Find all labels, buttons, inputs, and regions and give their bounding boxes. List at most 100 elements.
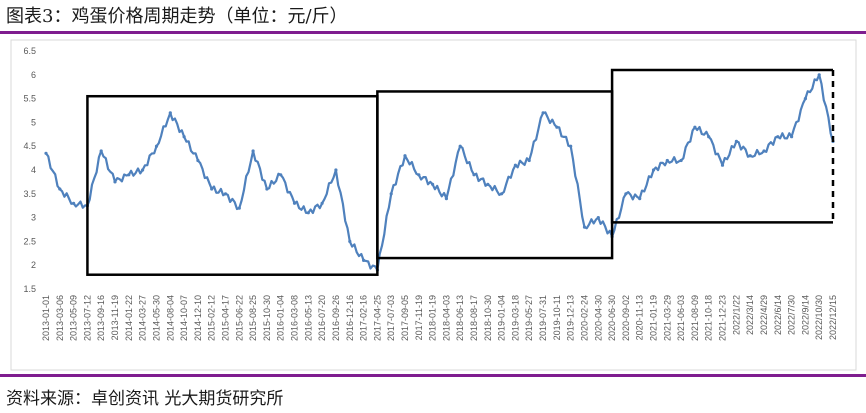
x-tick-label: 2020-06-30	[607, 295, 617, 341]
data-point	[182, 135, 186, 139]
x-tick-label: 2014-08-04	[165, 295, 175, 341]
x-tick-label: 2013-11-19	[110, 295, 120, 340]
data-point	[596, 216, 600, 220]
data-point	[141, 168, 145, 172]
x-tick-label: 2016-09-26	[331, 295, 341, 341]
x-tick-label: 2022/9/14	[800, 295, 810, 335]
x-tick-label: 2019-12-13	[566, 295, 576, 341]
x-tick-label: 2015-08-25	[248, 295, 258, 341]
x-tick-label: 2013-07-12	[82, 295, 92, 341]
data-point	[389, 192, 393, 196]
x-tick-label: 2016-05-13	[303, 295, 313, 341]
data-point	[720, 163, 725, 167]
data-point	[569, 144, 573, 148]
data-point	[251, 149, 255, 153]
y-tick-label: 2	[31, 260, 36, 270]
cycle-box-2	[376, 90, 614, 260]
y-tick-label: 2.5	[23, 236, 36, 246]
x-tick-label: 2015-10-30	[262, 295, 272, 341]
data-point	[265, 187, 269, 191]
data-point	[458, 144, 462, 148]
x-tick-label: 2020-02-24	[579, 295, 589, 341]
data-point	[223, 192, 228, 196]
y-tick-label: 6.5	[23, 46, 36, 56]
x-axis: 2013-01-01 2013-03-06 2013-05-09 2013-07-12…	[41, 295, 838, 341]
x-tick-label: 2022/1/22	[731, 295, 741, 335]
x-tick-label: 2014-10-07	[179, 295, 189, 341]
x-tick-label: 2017-11-19	[414, 295, 424, 340]
x-tick-label: 2020-04-30	[593, 295, 603, 341]
cycle-box-3	[610, 68, 833, 224]
x-tick-label: 2016-12-16	[345, 295, 355, 341]
series-line-egg-price	[45, 73, 835, 272]
data-point	[500, 192, 504, 196]
x-tick-label: 2014-12-10	[193, 295, 203, 341]
data-point	[320, 201, 324, 205]
data-point	[638, 197, 642, 201]
x-tick-label: 2016-01-04	[276, 295, 286, 341]
data-point	[748, 154, 752, 158]
data-point	[431, 182, 435, 186]
x-tick-label: 2017-09-05	[400, 295, 410, 341]
x-tick-label: 2013-09-16	[96, 295, 106, 341]
data-point	[292, 201, 297, 205]
data-point	[72, 201, 76, 205]
x-tick-label: 2020-11-13	[635, 295, 645, 340]
x-tick-label: 2018-08-17	[469, 295, 479, 341]
data-point	[651, 168, 656, 172]
data-point	[403, 154, 407, 158]
x-tick-label: 2020-09-02	[621, 295, 631, 341]
data-point	[513, 163, 518, 167]
data-point	[58, 187, 62, 191]
data-point	[472, 173, 476, 177]
x-tick-label: 2017-02-16	[359, 295, 369, 341]
y-tick-label: 5	[31, 117, 36, 127]
x-tick-label: 2016-03-08	[290, 295, 300, 341]
x-tick-label: 2017-04-25	[372, 295, 382, 341]
x-tick-label: 2022/12/15	[828, 295, 838, 340]
x-tick-label: 2021-01-19	[649, 295, 659, 341]
plot-frame	[10, 39, 857, 371]
x-tick-label: 2022/4/29	[759, 295, 769, 335]
data-point	[679, 158, 683, 163]
x-tick-label: 2021-12-23	[718, 295, 728, 341]
x-tick-label: 2022/10/30	[814, 295, 824, 340]
data-point	[417, 173, 421, 177]
data-point	[541, 111, 545, 115]
x-tick-label: 2015-06-22	[234, 295, 244, 341]
series-points	[44, 73, 835, 272]
x-tick-label: 2015-04-17	[220, 295, 230, 341]
data-point	[113, 180, 117, 184]
source-note: 资料来源：卓创资讯 光大期货研究所	[6, 389, 284, 409]
x-tick-label: 2019-07-31	[538, 295, 548, 341]
x-tick-label: 2019-01-04	[497, 295, 507, 341]
x-tick-label: 2022/3/14	[745, 295, 755, 335]
x-tick-label: 2022/7/30	[787, 295, 797, 335]
x-tick-label: 2021-10-18	[704, 295, 714, 341]
data-point	[348, 239, 352, 243]
data-point	[168, 111, 172, 115]
x-tick-label: 2013-05-09	[69, 295, 79, 341]
data-point	[734, 139, 739, 143]
x-tick-label: 2022/6/14	[773, 295, 783, 335]
data-point	[624, 192, 628, 196]
x-tick-label: 2016-07-20	[317, 295, 327, 341]
data-point	[237, 206, 241, 210]
y-axis: 1.5 2 2.5 3 3.5 4 4.5 5 5.5 6 6.5	[23, 46, 36, 294]
x-tick-label: 2021-06-03	[676, 295, 686, 341]
cycle-boxes	[86, 68, 835, 276]
data-point	[44, 151, 48, 155]
data-point	[154, 144, 159, 148]
data-point	[582, 225, 587, 229]
x-tick-label: 2013-01-01	[41, 295, 51, 341]
y-tick-label: 1.5	[23, 284, 36, 294]
x-tick-label: 2018-01-19	[428, 295, 438, 341]
x-tick-label: 2015-02-12	[207, 295, 217, 341]
x-tick-label: 2013-03-06	[55, 295, 65, 341]
x-tick-label: 2014-03-27	[138, 295, 148, 341]
data-point	[210, 187, 214, 191]
x-tick-label: 2021-03-29	[662, 295, 672, 341]
y-tick-label: 4	[31, 165, 36, 175]
y-tick-label: 4.5	[23, 141, 36, 151]
data-point	[776, 135, 780, 139]
